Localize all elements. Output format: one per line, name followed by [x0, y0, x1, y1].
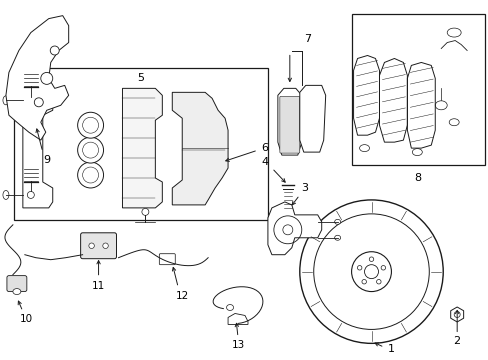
- Ellipse shape: [102, 243, 108, 248]
- Text: 10: 10: [20, 314, 33, 324]
- Polygon shape: [450, 307, 463, 322]
- Ellipse shape: [78, 137, 103, 163]
- Ellipse shape: [361, 279, 366, 284]
- Text: 6: 6: [261, 143, 268, 153]
- Ellipse shape: [351, 252, 390, 292]
- Ellipse shape: [334, 235, 340, 240]
- Text: 11: 11: [92, 280, 105, 291]
- Ellipse shape: [299, 200, 442, 343]
- Polygon shape: [299, 85, 325, 152]
- Polygon shape: [172, 92, 227, 205]
- Bar: [14, 68, 267, 220]
- Ellipse shape: [89, 243, 94, 248]
- FancyBboxPatch shape: [7, 276, 27, 292]
- Ellipse shape: [368, 257, 373, 261]
- FancyBboxPatch shape: [81, 233, 116, 259]
- Ellipse shape: [78, 162, 103, 188]
- Text: 5: 5: [137, 73, 143, 84]
- Polygon shape: [6, 15, 68, 140]
- Ellipse shape: [357, 266, 361, 270]
- Ellipse shape: [364, 265, 378, 279]
- Ellipse shape: [3, 96, 9, 105]
- Text: 9: 9: [43, 155, 50, 165]
- Text: 2: 2: [453, 336, 460, 346]
- Polygon shape: [122, 88, 162, 208]
- Text: 4: 4: [261, 157, 268, 167]
- Text: 1: 1: [387, 345, 394, 354]
- FancyBboxPatch shape: [279, 96, 299, 153]
- Bar: [351, 14, 484, 165]
- Text: 3: 3: [301, 183, 307, 193]
- Text: 12: 12: [175, 291, 188, 301]
- Ellipse shape: [334, 219, 340, 224]
- Polygon shape: [267, 202, 321, 255]
- Text: 8: 8: [413, 173, 420, 183]
- Ellipse shape: [34, 98, 43, 107]
- Ellipse shape: [27, 97, 34, 104]
- Text: 7: 7: [304, 33, 311, 44]
- Ellipse shape: [380, 266, 385, 270]
- Ellipse shape: [13, 289, 21, 294]
- Ellipse shape: [226, 305, 233, 310]
- Ellipse shape: [41, 72, 53, 84]
- Polygon shape: [277, 88, 301, 155]
- Ellipse shape: [27, 192, 34, 198]
- Ellipse shape: [376, 279, 380, 284]
- Ellipse shape: [3, 190, 9, 199]
- FancyBboxPatch shape: [159, 254, 175, 265]
- Text: 13: 13: [231, 340, 244, 350]
- Ellipse shape: [78, 112, 103, 138]
- Ellipse shape: [50, 46, 59, 55]
- Ellipse shape: [142, 208, 148, 215]
